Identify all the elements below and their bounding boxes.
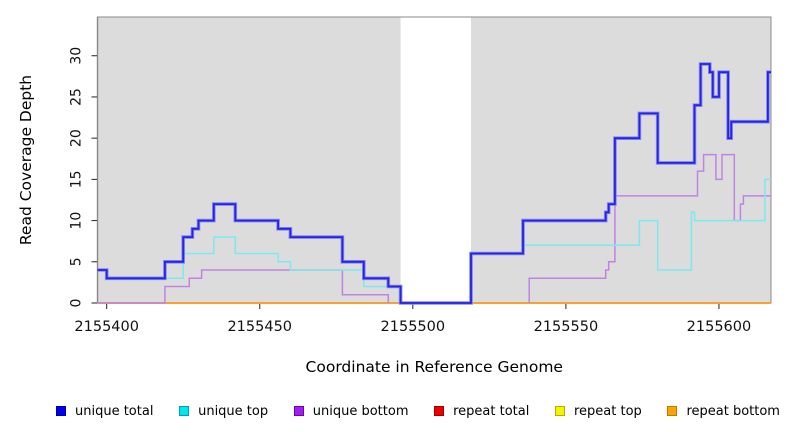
legend-item-repeat-top: repeat top	[555, 404, 642, 419]
x-axis-title: Coordinate in Reference Genome	[306, 358, 563, 376]
y-axis-title: Read Coverage Depth	[17, 75, 35, 245]
x-axis-tick-label: 2155600	[687, 319, 752, 335]
legend-swatch-icon	[555, 406, 565, 416]
x-axis-tick-label: 2155400	[74, 319, 139, 335]
legend-label: repeat top	[574, 403, 642, 419]
legend-item-unique-total: unique total	[56, 404, 153, 419]
y-axis-tick-label: 20	[69, 129, 85, 147]
series-line-unique-total	[97, 63, 771, 304]
legend-swatch-icon	[293, 406, 304, 416]
y-axis-tick-label: 5	[69, 257, 85, 266]
y-axis-tick-label: 15	[69, 170, 85, 188]
legend-label: repeat total	[453, 403, 530, 419]
y-axis-tick-label: 30	[69, 47, 85, 65]
legend-item-unique-top: unique top	[179, 404, 268, 419]
legend-swatch-icon	[434, 406, 445, 416]
x-axis-tick-label: 2155450	[227, 319, 292, 335]
y-axis-tick-label: 25	[69, 88, 85, 106]
legend-label: unique bottom	[312, 403, 409, 419]
legend-swatch-icon	[56, 406, 66, 416]
legend-label: unique total	[75, 403, 154, 419]
x-axis-tick-label: 2155500	[381, 319, 446, 335]
masked-region	[400, 17, 471, 303]
legend-item-unique-bottom: unique bottom	[293, 403, 409, 419]
x-axis-tick-label: 2155550	[534, 319, 599, 335]
legend-item-repeat-total: repeat total	[434, 404, 529, 419]
legend-swatch-icon	[179, 406, 190, 416]
series-line-unique-bottom	[97, 153, 771, 304]
legend-item-repeat-bottom: repeat bottom	[667, 404, 780, 419]
legend-swatch-icon	[667, 406, 678, 416]
y-axis-tick-label: 10	[69, 212, 85, 230]
y-axis-tick-label: 0	[69, 299, 85, 308]
legend-label: repeat bottom	[686, 403, 780, 419]
legend-label: unique top	[198, 403, 269, 419]
legend: unique total unique top unique bottom repea…	[56, 399, 780, 423]
